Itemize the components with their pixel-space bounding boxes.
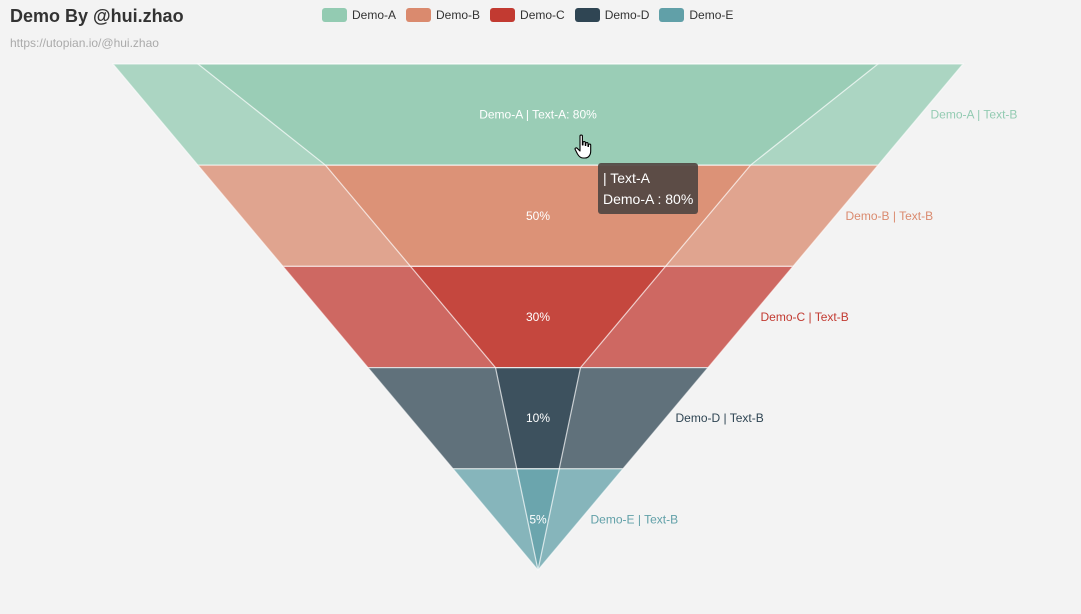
legend-swatch-demo-d: [574, 8, 600, 22]
legend-swatch-demo-e: [659, 8, 685, 22]
legend-item-demo-b[interactable]: Demo-B: [406, 8, 480, 22]
funnel-inner-label-demo-c: 30%: [526, 310, 550, 324]
legend-item-demo-d[interactable]: Demo-D: [574, 8, 650, 22]
legend-label-demo-c: Demo-C: [520, 8, 565, 22]
funnel-outer-label-demo-a: Demo-A | Text-B: [931, 108, 1018, 122]
hand-pointer-icon: [574, 134, 592, 159]
funnel-outer-label-demo-c: Demo-C | Text-B: [761, 310, 849, 324]
legend: Demo-A Demo-B Demo-C Demo-D Demo-E: [322, 8, 743, 22]
funnel-inner-label-demo-e: 5%: [529, 512, 547, 526]
legend-label-demo-e: Demo-E: [689, 8, 734, 22]
legend-swatch-demo-c: [490, 8, 516, 22]
legend-label-demo-a: Demo-A: [352, 8, 397, 22]
legend-label-demo-d: Demo-D: [604, 8, 650, 22]
tooltip-value-line: Demo-A : 80%: [603, 191, 694, 207]
tooltip-series-line: | Text-A: [603, 170, 650, 186]
legend-swatch-demo-a: [322, 8, 347, 22]
chart-title: Demo By @hui.zhao: [10, 6, 184, 26]
tooltip: | Text-A Demo-A : 80%: [598, 163, 699, 214]
funnel-inner-label-demo-b: 50%: [526, 209, 550, 223]
funnel-inner-demo-e[interactable]: [516, 468, 560, 571]
funnel-outer-label-demo-d: Demo-D | Text-B: [676, 411, 764, 425]
funnel-outer-label-demo-e: Demo-E | Text-B: [591, 512, 679, 526]
legend-item-demo-a[interactable]: Demo-A: [322, 8, 396, 22]
legend-swatch-demo-b: [406, 8, 432, 22]
funnel-inner-label-demo-a: Demo-A | Text-A: 80%: [479, 108, 597, 122]
chart-subtitle[interactable]: https://utopian.io/@hui.zhao: [10, 36, 159, 50]
funnel-inner-label-demo-d: 10%: [526, 411, 550, 425]
legend-label-demo-b: Demo-B: [436, 8, 481, 22]
legend-item-demo-c[interactable]: Demo-C: [490, 8, 565, 22]
legend-item-demo-e[interactable]: Demo-E: [659, 8, 733, 22]
funnel-outer-label-demo-b: Demo-B | Text-B: [846, 209, 934, 223]
